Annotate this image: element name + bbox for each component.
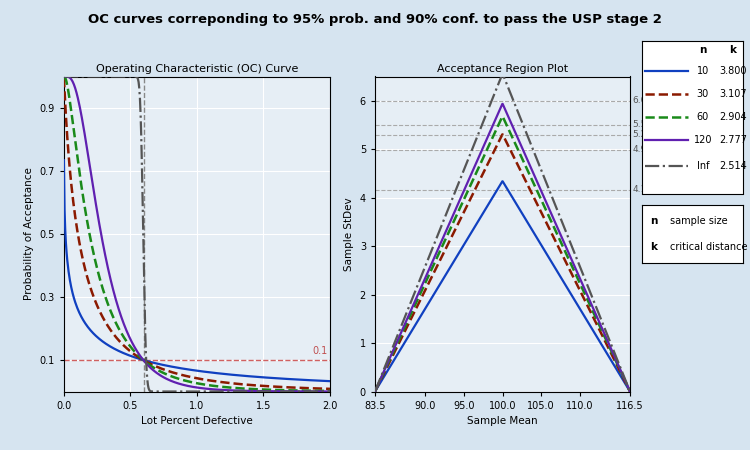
- Text: sample size: sample size: [670, 216, 728, 226]
- X-axis label: Lot Percent Defective: Lot Percent Defective: [141, 416, 253, 426]
- Text: k: k: [730, 45, 736, 55]
- Text: 5.509: 5.509: [632, 120, 658, 129]
- Text: n: n: [650, 216, 658, 226]
- Text: 120: 120: [694, 135, 712, 145]
- Text: 6.001: 6.001: [632, 96, 658, 105]
- Text: 2.514: 2.514: [719, 161, 747, 171]
- Y-axis label: Sample StDev: Sample StDev: [344, 197, 354, 271]
- Text: Inf: Inf: [697, 161, 709, 171]
- Text: k: k: [650, 242, 657, 252]
- X-axis label: Sample Mean: Sample Mean: [467, 416, 538, 426]
- Title: Acceptance Region Plot: Acceptance Region Plot: [437, 64, 568, 74]
- Text: critical distance: critical distance: [670, 242, 748, 252]
- Y-axis label: Probability of Acceptance: Probability of Acceptance: [24, 167, 34, 301]
- Text: 60: 60: [697, 112, 709, 122]
- Text: 0.1: 0.1: [312, 346, 327, 356]
- Text: 4.990: 4.990: [632, 145, 658, 154]
- Text: OC curves correponding to 95% prob. and 90% conf. to pass the USP stage 2: OC curves correponding to 95% prob. and …: [88, 14, 662, 27]
- Text: 3.800: 3.800: [719, 66, 747, 76]
- Title: Operating Characteristic (OC) Curve: Operating Characteristic (OC) Curve: [96, 64, 298, 74]
- Text: 10: 10: [697, 66, 709, 76]
- Text: 3.107: 3.107: [719, 89, 747, 99]
- Text: 4.158: 4.158: [632, 185, 658, 194]
- Text: 2.904: 2.904: [719, 112, 747, 122]
- Text: 5.298: 5.298: [632, 130, 658, 139]
- Text: n: n: [699, 45, 706, 55]
- Text: 2.777: 2.777: [719, 135, 747, 145]
- Text: 30: 30: [697, 89, 709, 99]
